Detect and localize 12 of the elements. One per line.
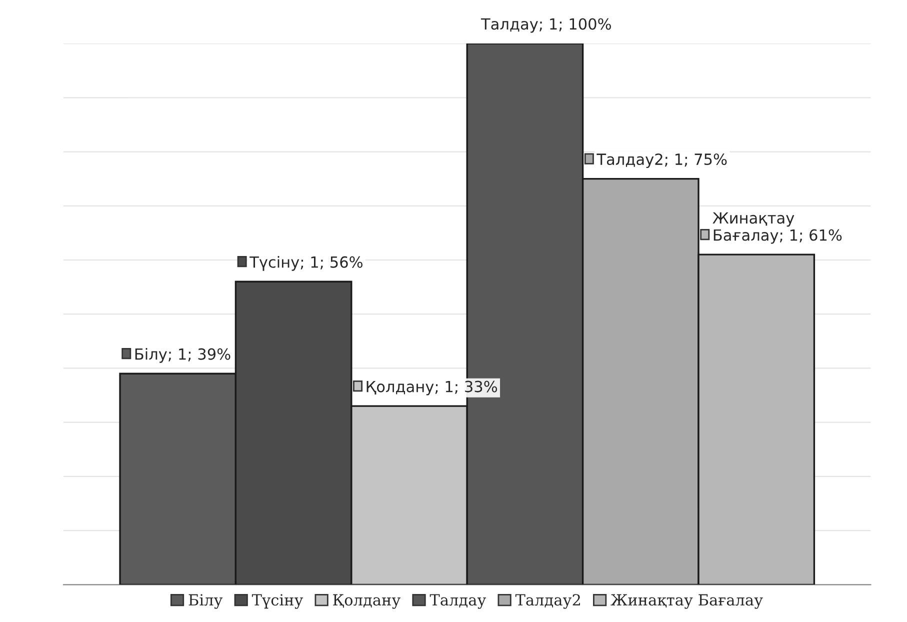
data-label: Түсіну; 1; 56% [250,256,362,271]
data-label: Қолдану; 1; 33% [366,380,498,396]
legend-label: Қолдану [333,594,400,609]
legend-label: Талдау2 [515,594,580,609]
data-label: Талдау2; 1; 75% [596,153,727,168]
legend-label: Білу [188,594,223,609]
data-label: Талдау; 1; 100% [480,18,611,33]
legend-label: Түсіну [252,594,304,609]
data-label: Жинақтау Бағалау; 1; 61% [712,212,842,244]
data-label: Білу; 1; 39% [135,348,230,363]
legend-label: Талдау [430,594,486,609]
legend-label: Жинақтау Бағалау [610,594,763,609]
